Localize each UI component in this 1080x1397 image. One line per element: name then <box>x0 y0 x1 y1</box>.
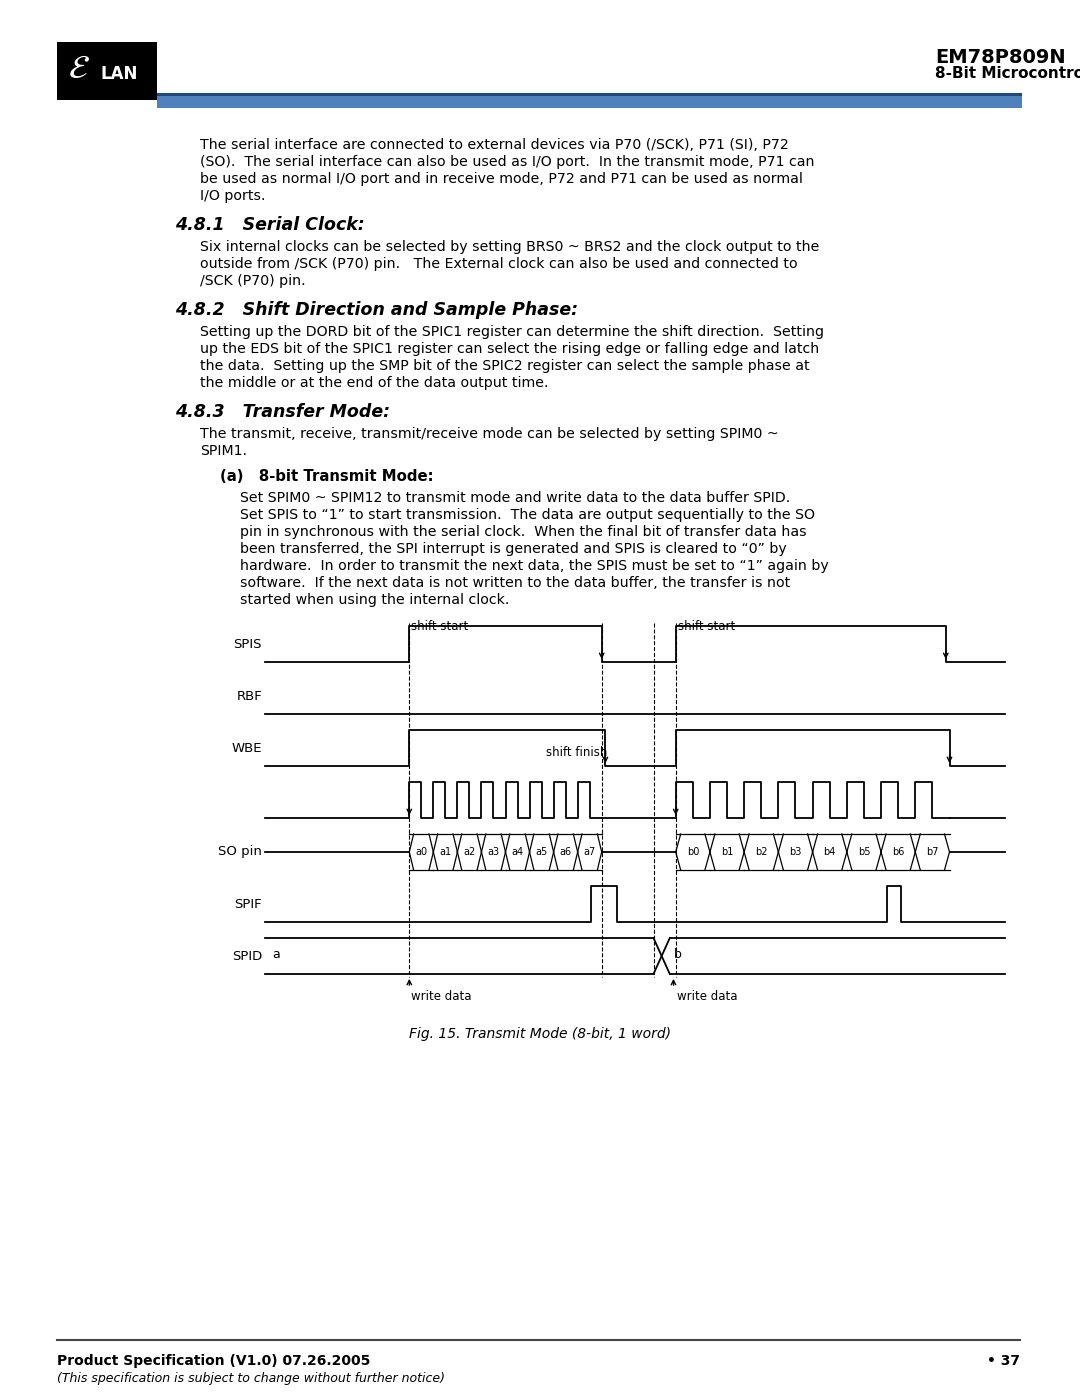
Text: hardware.  In order to transmit the next data, the SPIS must be set to “1” again: hardware. In order to transmit the next … <box>240 559 828 573</box>
Text: a2: a2 <box>463 847 475 856</box>
Text: SPIM1.: SPIM1. <box>200 444 247 458</box>
Text: a1: a1 <box>440 847 451 856</box>
Text: LAN: LAN <box>100 64 137 82</box>
Text: SO pin: SO pin <box>218 845 262 859</box>
Text: I/O ports.: I/O ports. <box>200 189 266 203</box>
Text: shift finish: shift finish <box>546 746 608 760</box>
Text: RBF: RBF <box>237 690 262 703</box>
Text: shift start: shift start <box>411 620 469 633</box>
Text: a5: a5 <box>536 847 548 856</box>
Text: a: a <box>272 947 280 961</box>
Text: 4.8.2   Shift Direction and Sample Phase:: 4.8.2 Shift Direction and Sample Phase: <box>175 300 578 319</box>
Text: The transmit, receive, transmit/receive mode can be selected by setting SPIM0 ~: The transmit, receive, transmit/receive … <box>200 427 779 441</box>
Text: SPID: SPID <box>232 950 262 963</box>
Text: b3: b3 <box>789 847 801 856</box>
Text: be used as normal I/O port and in receive mode, P72 and P71 can be used as norma: be used as normal I/O port and in receiv… <box>200 172 802 186</box>
Text: /SCK (P70) pin.: /SCK (P70) pin. <box>200 274 306 288</box>
Text: b2: b2 <box>755 847 768 856</box>
Text: Six internal clocks can be selected by setting BRS0 ~ BRS2 and the clock output : Six internal clocks can be selected by s… <box>200 240 820 254</box>
Text: b4: b4 <box>824 847 836 856</box>
Text: b: b <box>674 947 681 961</box>
Text: a7: a7 <box>583 847 596 856</box>
Text: (This specification is subject to change without further notice): (This specification is subject to change… <box>57 1372 445 1384</box>
Text: a6: a6 <box>559 847 571 856</box>
Text: write data: write data <box>677 990 738 1003</box>
Text: (a)   8-bit Transmit Mode:: (a) 8-bit Transmit Mode: <box>220 469 433 483</box>
Text: a4: a4 <box>512 847 524 856</box>
Text: the middle or at the end of the data output time.: the middle or at the end of the data out… <box>200 376 549 390</box>
Text: write data: write data <box>411 990 472 1003</box>
Text: (SO).  The serial interface can also be used as I/O port.  In the transmit mode,: (SO). The serial interface can also be u… <box>200 155 814 169</box>
Text: b1: b1 <box>720 847 733 856</box>
Text: a0: a0 <box>416 847 428 856</box>
Text: up the EDS bit of the SPIC1 register can select the rising edge or falling edge : up the EDS bit of the SPIC1 register can… <box>200 342 820 356</box>
Text: 4.8.1   Serial Clock:: 4.8.1 Serial Clock: <box>175 217 365 235</box>
Text: a3: a3 <box>487 847 500 856</box>
Text: WBE: WBE <box>231 742 262 754</box>
Text: • 37: • 37 <box>987 1354 1020 1368</box>
Text: $\mathcal{E}$: $\mathcal{E}$ <box>68 52 90 85</box>
Text: SPIF: SPIF <box>234 897 262 911</box>
Text: pin in synchronous with the serial clock.  When the final bit of transfer data h: pin in synchronous with the serial clock… <box>240 525 807 539</box>
Text: started when using the internal clock.: started when using the internal clock. <box>240 592 510 608</box>
Text: software.  If the next data is not written to the data buffer, the transfer is n: software. If the next data is not writte… <box>240 576 791 590</box>
Text: Product Specification (V1.0) 07.26.2005: Product Specification (V1.0) 07.26.2005 <box>57 1354 370 1368</box>
Text: The serial interface are connected to external devices via P70 (/SCK), P71 (SI),: The serial interface are connected to ex… <box>200 138 788 152</box>
Text: been transferred, the SPI interrupt is generated and SPIS is cleared to “0” by: been transferred, the SPI interrupt is g… <box>240 542 786 556</box>
Bar <box>157 94 1022 96</box>
Bar <box>157 96 1022 108</box>
Text: SPIS: SPIS <box>233 637 262 651</box>
Text: shift start: shift start <box>678 620 735 633</box>
Text: Setting up the DORD bit of the SPIC1 register can determine the shift direction.: Setting up the DORD bit of the SPIC1 reg… <box>200 326 824 339</box>
Text: outside from /SCK (P70) pin.   The External clock can also be used and connected: outside from /SCK (P70) pin. The Externa… <box>200 257 798 271</box>
Text: b6: b6 <box>892 847 904 856</box>
Text: the data.  Setting up the SMP bit of the SPIC2 register can select the sample ph: the data. Setting up the SMP bit of the … <box>200 359 810 373</box>
Text: b7: b7 <box>927 847 939 856</box>
Text: 4.8.3   Transfer Mode:: 4.8.3 Transfer Mode: <box>175 402 390 420</box>
Text: EM78P809N: EM78P809N <box>935 47 1066 67</box>
Text: b5: b5 <box>858 847 870 856</box>
Text: Set SPIM0 ~ SPIM12 to transmit mode and write data to the data buffer SPID.: Set SPIM0 ~ SPIM12 to transmit mode and … <box>240 490 791 504</box>
Text: 8-Bit Microcontroller: 8-Bit Microcontroller <box>935 66 1080 81</box>
Text: Set SPIS to “1” to start transmission.  The data are output sequentially to the : Set SPIS to “1” to start transmission. T… <box>240 509 815 522</box>
Text: Fig. 15. Transmit Mode (8-bit, 1 word): Fig. 15. Transmit Mode (8-bit, 1 word) <box>409 1027 671 1041</box>
Bar <box>57 42 157 101</box>
Text: b0: b0 <box>687 847 699 856</box>
